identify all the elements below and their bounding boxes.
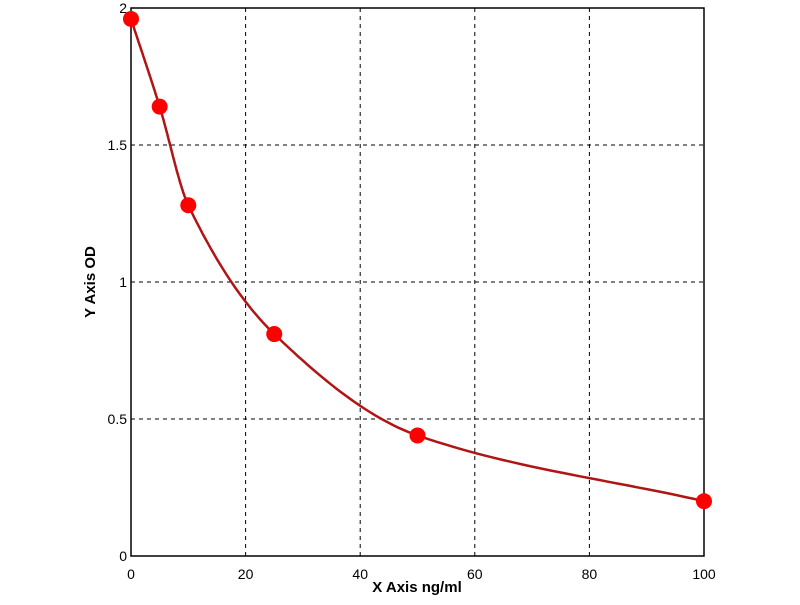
x-tick-label: 80 <box>582 566 598 582</box>
grid <box>131 8 704 556</box>
y-axis-ticks: 0 0.5 1 1.5 2 <box>108 0 128 564</box>
x-axis-label: X Axis ng/ml <box>372 579 461 596</box>
y-tick-label: 1.5 <box>108 137 128 153</box>
fitted-curve <box>129 18 705 503</box>
y-tick-label: 0.5 <box>108 411 128 427</box>
y-tick-label: 0 <box>119 548 127 564</box>
x-tick-label: 20 <box>238 566 254 582</box>
x-tick-label: 100 <box>692 566 716 582</box>
x-tick-label: 60 <box>467 566 483 582</box>
data-points <box>123 10 712 510</box>
data-point <box>180 197 197 214</box>
data-point <box>266 326 283 343</box>
data-point <box>696 493 712 510</box>
plot-frame <box>130 7 705 557</box>
x-tick-label: 0 <box>127 566 135 582</box>
y-tick-label: 1 <box>119 274 127 290</box>
y-axis-label: Y Axis OD <box>82 246 99 318</box>
x-axis-ticks: 0 20 40 60 80 100 <box>127 566 716 582</box>
x-tick-label: 40 <box>352 566 368 582</box>
data-point <box>151 98 168 115</box>
data-point <box>409 427 426 444</box>
y-tick-label: 2 <box>119 0 127 16</box>
data-point <box>123 10 139 27</box>
